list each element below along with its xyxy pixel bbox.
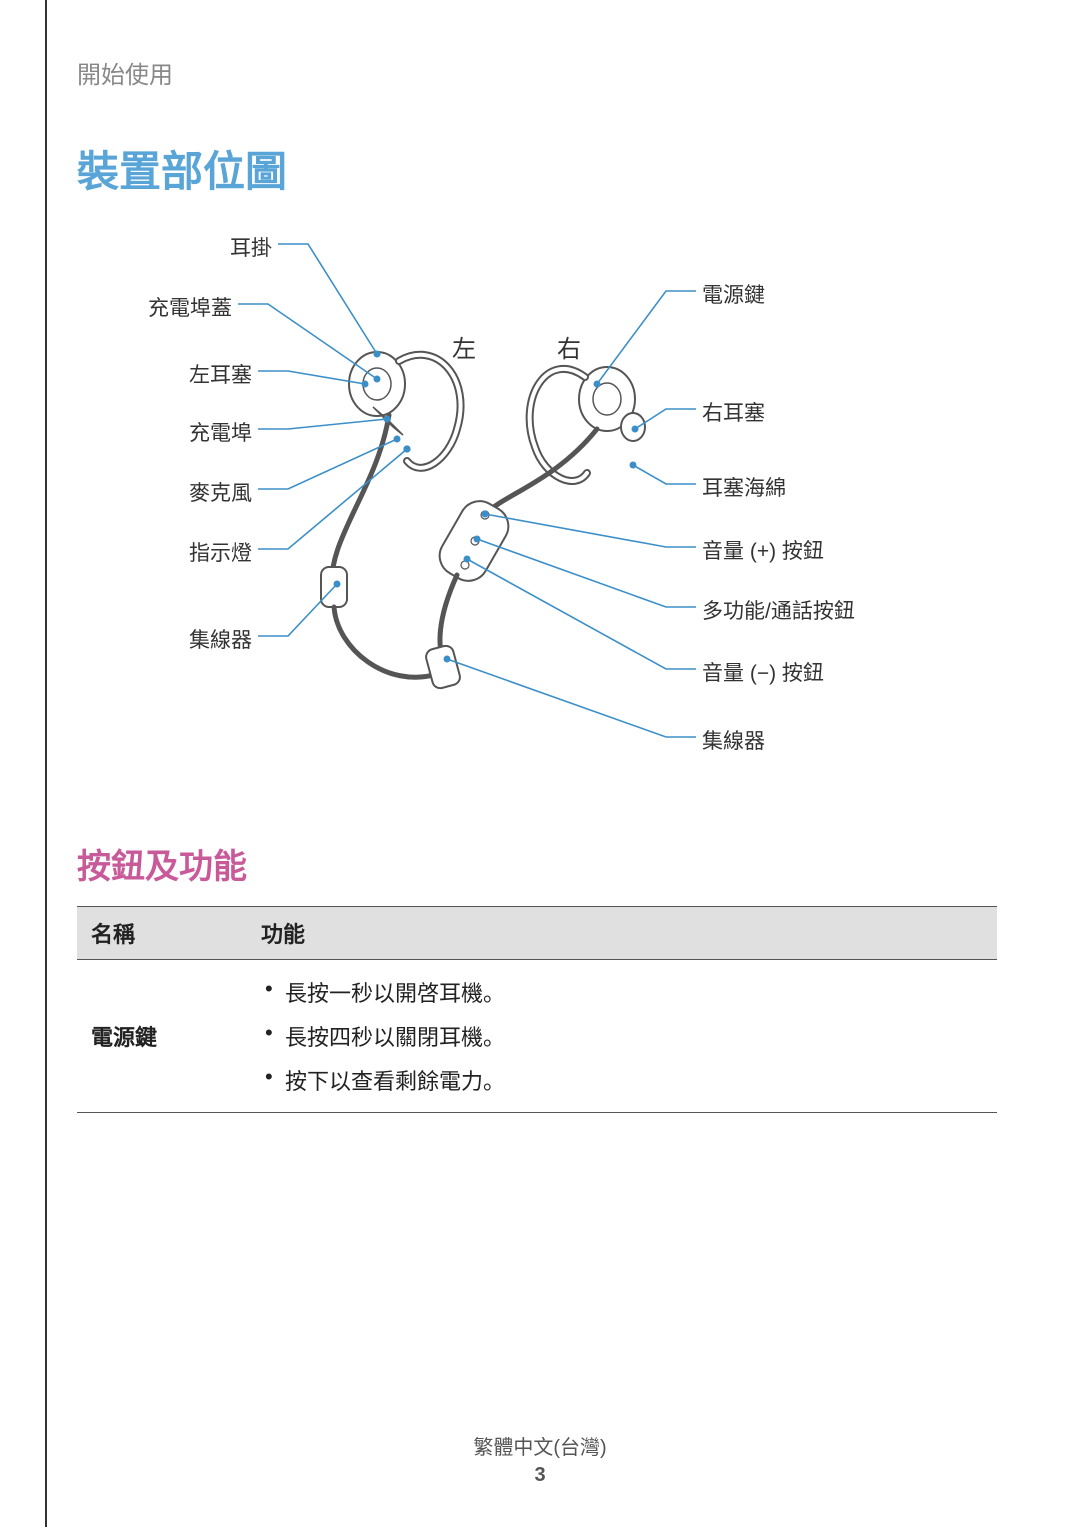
left-marker: 左 xyxy=(452,329,476,364)
row-name: 電源鍵 xyxy=(77,960,247,1113)
device-diagram: 左 右 耳掛充電埠蓋左耳塞充電埠麥克風指示燈集線器 電源鍵右耳塞耳塞海綿音量 (+… xyxy=(77,229,977,789)
diagram-label: 指示燈 xyxy=(189,537,252,567)
section-title-buttons: 按鈕及功能 xyxy=(77,839,1035,888)
table-header-name: 名稱 xyxy=(77,907,247,960)
diagram-label: 左耳塞 xyxy=(189,359,252,389)
diagram-label: 充電埠 xyxy=(189,417,252,447)
diagram-label: 集線器 xyxy=(702,725,765,755)
diagram-label: 集線器 xyxy=(189,624,252,654)
diagram-label: 右耳塞 xyxy=(702,397,765,427)
diagram-label: 充電埠蓋 xyxy=(148,292,232,322)
table-row: 電源鍵長按一秒以開啓耳機。長按四秒以關閉耳機。按下以查看剩餘電力。 xyxy=(77,960,997,1113)
page-footer: 繁體中文(台灣) 3 xyxy=(0,1431,1080,1487)
diagram-label: 耳掛 xyxy=(230,232,272,262)
diagram-label: 耳塞海綿 xyxy=(702,472,786,502)
function-item: 長按一秒以開啓耳機。 xyxy=(261,970,983,1014)
function-table: 名稱 功能 電源鍵長按一秒以開啓耳機。長按四秒以關閉耳機。按下以查看剩餘電力。 xyxy=(77,906,997,1113)
function-item: 長按四秒以關閉耳機。 xyxy=(261,1014,983,1058)
right-marker: 右 xyxy=(557,329,581,364)
function-item: 按下以查看剩餘電力。 xyxy=(261,1058,983,1102)
breadcrumb: 開始使用 xyxy=(77,55,1035,90)
diagram-label: 多功能/通話按鈕 xyxy=(702,595,855,625)
diagram-label: 麥克風 xyxy=(189,477,252,507)
row-functions: 長按一秒以開啓耳機。長按四秒以關閉耳機。按下以查看剩餘電力。 xyxy=(247,960,997,1113)
diagram-label: 音量 (−) 按鈕 xyxy=(702,657,824,687)
footer-page-number: 3 xyxy=(0,1464,1080,1487)
diagram-label: 音量 (+) 按鈕 xyxy=(702,535,824,565)
table-header-function: 功能 xyxy=(247,907,997,960)
diagram-label: 電源鍵 xyxy=(702,279,765,309)
page-content: 開始使用 裝置部位圖 左 右 耳掛充電埠蓋左耳塞充電埠麥克風指示燈集線器電源鍵右… xyxy=(45,0,1035,1527)
section-title-diagram: 裝置部位圖 xyxy=(77,138,1035,199)
footer-language: 繁體中文(台灣) xyxy=(0,1431,1080,1460)
